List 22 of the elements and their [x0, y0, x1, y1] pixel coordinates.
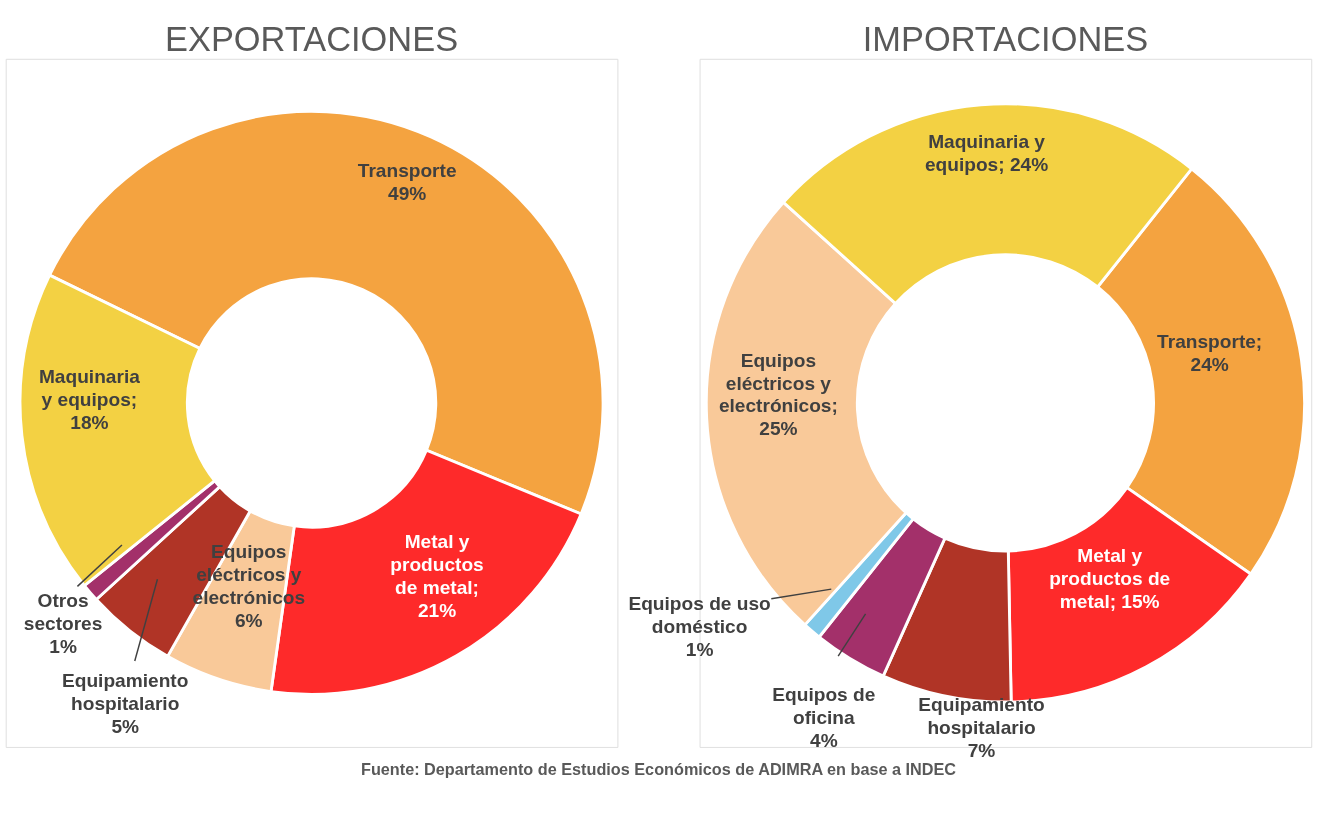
slice-label: Metal y productos de metal; 15% [1049, 544, 1171, 612]
slice-label: Metal y productos de metal; 21% [390, 530, 484, 621]
slice-label: Equipamiento hospitalario [62, 669, 189, 714]
slice-label: Equipamiento hospitalario [918, 693, 1045, 738]
slice-label: Transporte; 24% [1157, 331, 1263, 376]
data-label: 49% [388, 182, 427, 204]
data-label: 5% [111, 715, 140, 737]
slice-label: Equipos eléctricos y electrónicos; 25% [718, 349, 838, 440]
source-note: Fuente: Departamento de Estudios Económicos de ADIMRA en base a INDEC [360, 760, 957, 779]
slice-label: Otros sectores [23, 590, 103, 635]
slice-label: Equipos de oficina [772, 684, 876, 729]
data-label: 4% [810, 729, 838, 751]
slice-label: Maquinaria y equipos; 18% [38, 366, 141, 433]
data-label: 7% [967, 739, 996, 761]
slice-label: Equipos de uso doméstico [628, 593, 771, 638]
data-label: 6% [234, 609, 263, 631]
data-label: 1% [49, 636, 77, 658]
slice-label: Maquinaria y equipos; 24% [924, 131, 1049, 176]
chart-title: IMPORTACIONES [862, 20, 1149, 59]
slice-label: Transporte [357, 160, 457, 182]
chart-title: EXPORTACIONES [165, 20, 459, 59]
data-label: 1% [685, 639, 714, 661]
